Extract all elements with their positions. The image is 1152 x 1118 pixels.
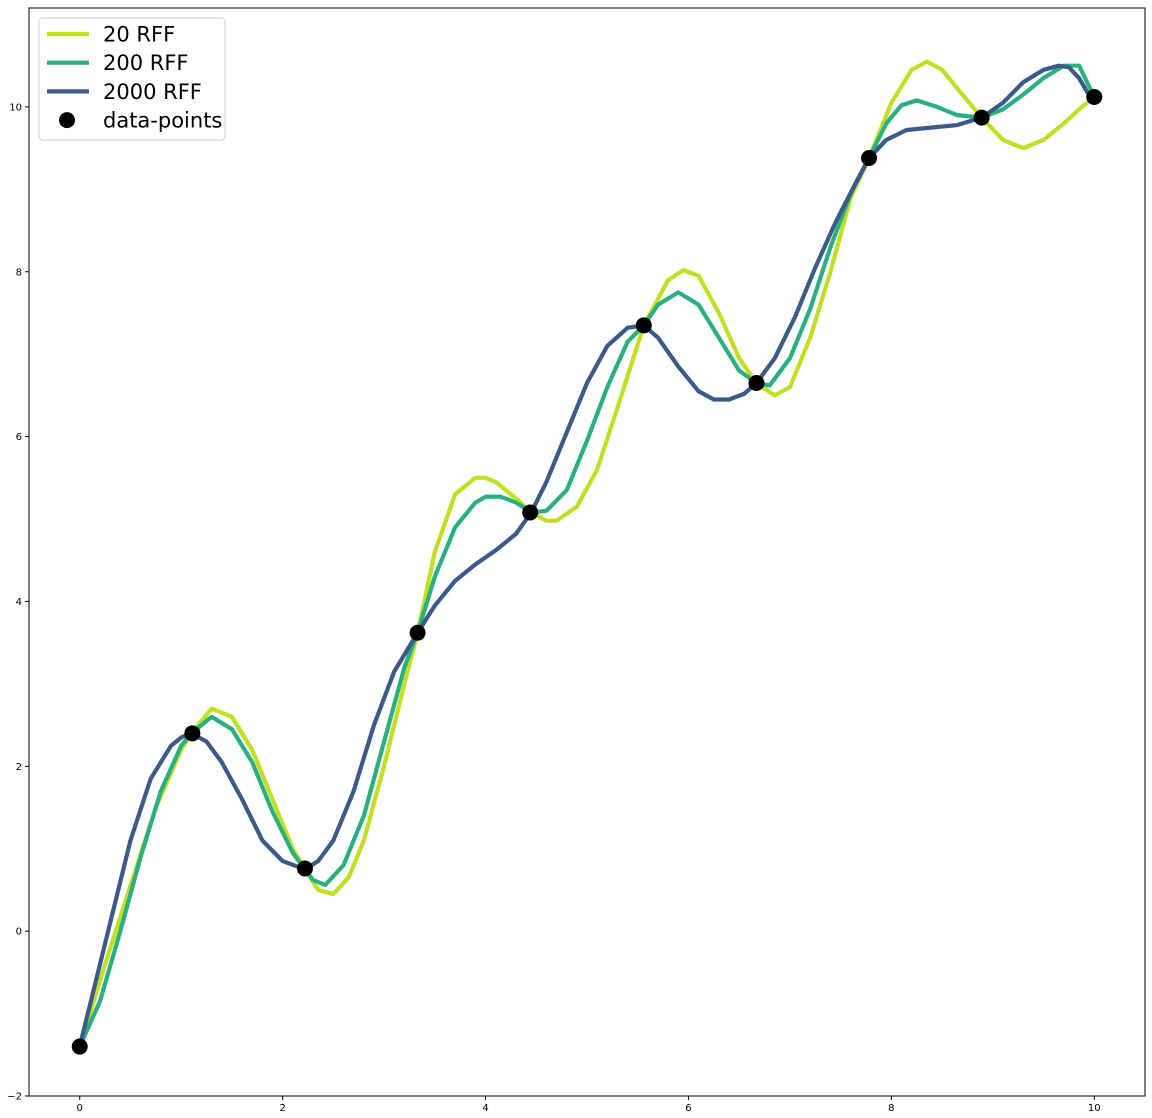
legend-box xyxy=(38,17,226,141)
data-point-1 xyxy=(184,725,201,742)
data-point-6 xyxy=(748,375,765,392)
x-tick-label: 4 xyxy=(482,1103,488,1114)
y-axis: −2 0 2 4 6 8 10 xyxy=(7,102,29,1103)
x-axis: 0 2 4 6 8 10 xyxy=(77,1096,1101,1114)
legend-label-data-points: data-points xyxy=(103,109,222,133)
data-point-4 xyxy=(522,504,539,521)
data-point-9 xyxy=(1086,89,1103,106)
data-point-5 xyxy=(635,317,652,334)
x-tick-label: 10 xyxy=(1088,1103,1101,1114)
legend-label-2000-rff: 2000 RFF xyxy=(103,80,202,104)
legend-label-200-rff: 200 RFF xyxy=(103,51,189,75)
series-layer xyxy=(71,59,1103,1055)
x-tick-label: 2 xyxy=(279,1103,285,1114)
legend-swatch-data-points xyxy=(59,112,75,129)
y-tick-label: −2 xyxy=(7,1092,22,1103)
series-line-20-rff xyxy=(77,59,1096,1048)
legend: 20 RFF 200 RFF 2000 RFF data-points xyxy=(38,17,226,141)
data-point-8 xyxy=(973,109,990,126)
x-tick-label: 8 xyxy=(888,1103,894,1114)
y-tick-label: 10 xyxy=(9,102,22,113)
series-line-200-rff xyxy=(77,63,1097,1048)
y-tick-label: 0 xyxy=(16,927,22,938)
legend-label-20-rff: 20 RFF xyxy=(103,23,175,47)
plot-frame xyxy=(28,7,1146,1097)
series-line-2000-rff xyxy=(77,63,1096,1048)
y-tick-label: 4 xyxy=(16,597,22,608)
y-tick-label: 8 xyxy=(16,267,22,278)
x-tick-label: 0 xyxy=(77,1103,83,1114)
x-tick-label: 6 xyxy=(685,1103,691,1114)
data-point-3 xyxy=(409,624,426,641)
data-point-2 xyxy=(296,860,313,877)
y-tick-label: 6 xyxy=(16,432,22,443)
data-point-0 xyxy=(71,1038,88,1055)
data-point-7 xyxy=(861,150,878,167)
y-tick-label: 2 xyxy=(16,762,22,773)
